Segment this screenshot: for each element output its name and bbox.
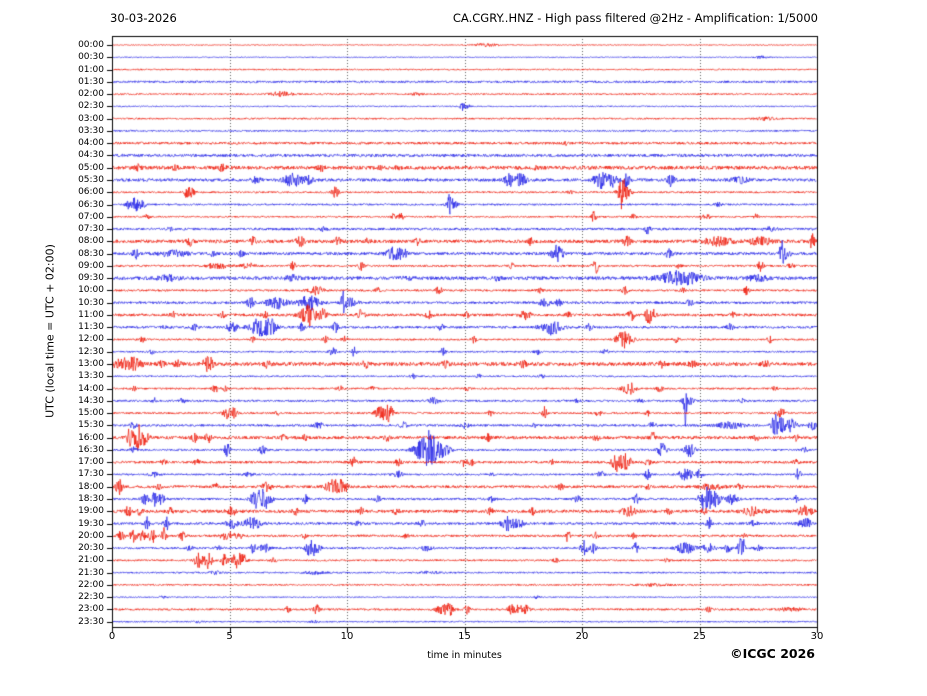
y-tick-label: 02:30	[78, 101, 104, 112]
y-tick-label: 18:30	[78, 493, 104, 504]
y-tick-label: 10:30	[78, 297, 104, 308]
y-tick-label: 19:30	[78, 518, 104, 529]
y-tick-label: 01:30	[78, 76, 104, 87]
y-tick-label: 21:30	[78, 567, 104, 578]
x-tick-label: 25	[693, 631, 706, 642]
y-tick-label: 14:30	[78, 395, 104, 406]
y-tick-label: 08:30	[78, 248, 104, 259]
y-tick-label: 22:30	[78, 592, 104, 603]
y-tick-label: 06:00	[78, 187, 104, 198]
y-tick-label: 11:00	[78, 309, 104, 320]
y-tick-label: 12:00	[78, 334, 104, 345]
y-tick-label: 06:30	[78, 199, 104, 210]
y-tick-label: 09:30	[78, 273, 104, 284]
y-tick-label: 17:00	[78, 457, 104, 468]
station-title: CA.CGRY..HNZ - High pass filtered @2Hz -…	[452, 11, 818, 25]
y-tick-label: 17:30	[78, 469, 104, 480]
y-tick-label: 02:00	[78, 89, 104, 100]
y-tick-label: 01:00	[78, 64, 104, 75]
y-tick-label: 03:00	[78, 113, 104, 124]
y-tick-label: 15:00	[78, 408, 104, 419]
y-tick-label: 07:30	[78, 224, 104, 235]
y-tick-label: 22:00	[78, 579, 104, 590]
y-tick-label: 00:30	[78, 52, 104, 63]
y-tick-label: 23:30	[78, 616, 104, 627]
date-title: 30-03-2026	[110, 11, 177, 25]
y-tick-label: 04:30	[78, 150, 104, 161]
y-tick-label: 20:00	[78, 530, 104, 541]
y-tick-label: 05:00	[78, 162, 104, 173]
y-tick-label: 23:00	[78, 604, 104, 615]
copyright-text: ©ICGC 2026	[730, 646, 815, 661]
y-tick-label: 11:30	[78, 322, 104, 333]
y-tick-label: 10:00	[78, 285, 104, 296]
y-tick-label: 04:00	[78, 138, 104, 149]
y-tick-label: 08:00	[78, 236, 104, 247]
y-tick-label: 16:00	[78, 432, 104, 443]
x-tick-label: 0	[108, 631, 116, 642]
y-tick-label: 07:00	[78, 211, 104, 222]
y-tick-label: 20:30	[78, 543, 104, 554]
x-tick-label: 20	[575, 631, 589, 642]
y-tick-label: 21:00	[78, 555, 104, 566]
y-tick-label: 12:30	[78, 346, 104, 357]
y-tick-label: 15:30	[78, 420, 104, 431]
y-tick-label: 05:30	[78, 174, 104, 185]
x-tick-label: 5	[226, 631, 233, 642]
x-tick-label: 15	[458, 631, 471, 642]
y-tick-label: 18:00	[78, 481, 104, 492]
x-tick-label: 10	[340, 631, 354, 642]
y-tick-label: 16:30	[78, 444, 104, 455]
y-tick-label: 13:30	[78, 371, 104, 382]
y-tick-label: 09:00	[78, 260, 104, 271]
y-tick-label: 19:00	[78, 506, 104, 517]
x-axis-label: time in minutes	[427, 650, 502, 661]
y-tick-label: 13:00	[78, 359, 104, 370]
x-tick-label: 30	[810, 631, 824, 642]
y-tick-label: 00:00	[78, 40, 104, 50]
y-tick-label: 03:30	[78, 125, 104, 136]
y-tick-label: 14:00	[78, 383, 104, 394]
